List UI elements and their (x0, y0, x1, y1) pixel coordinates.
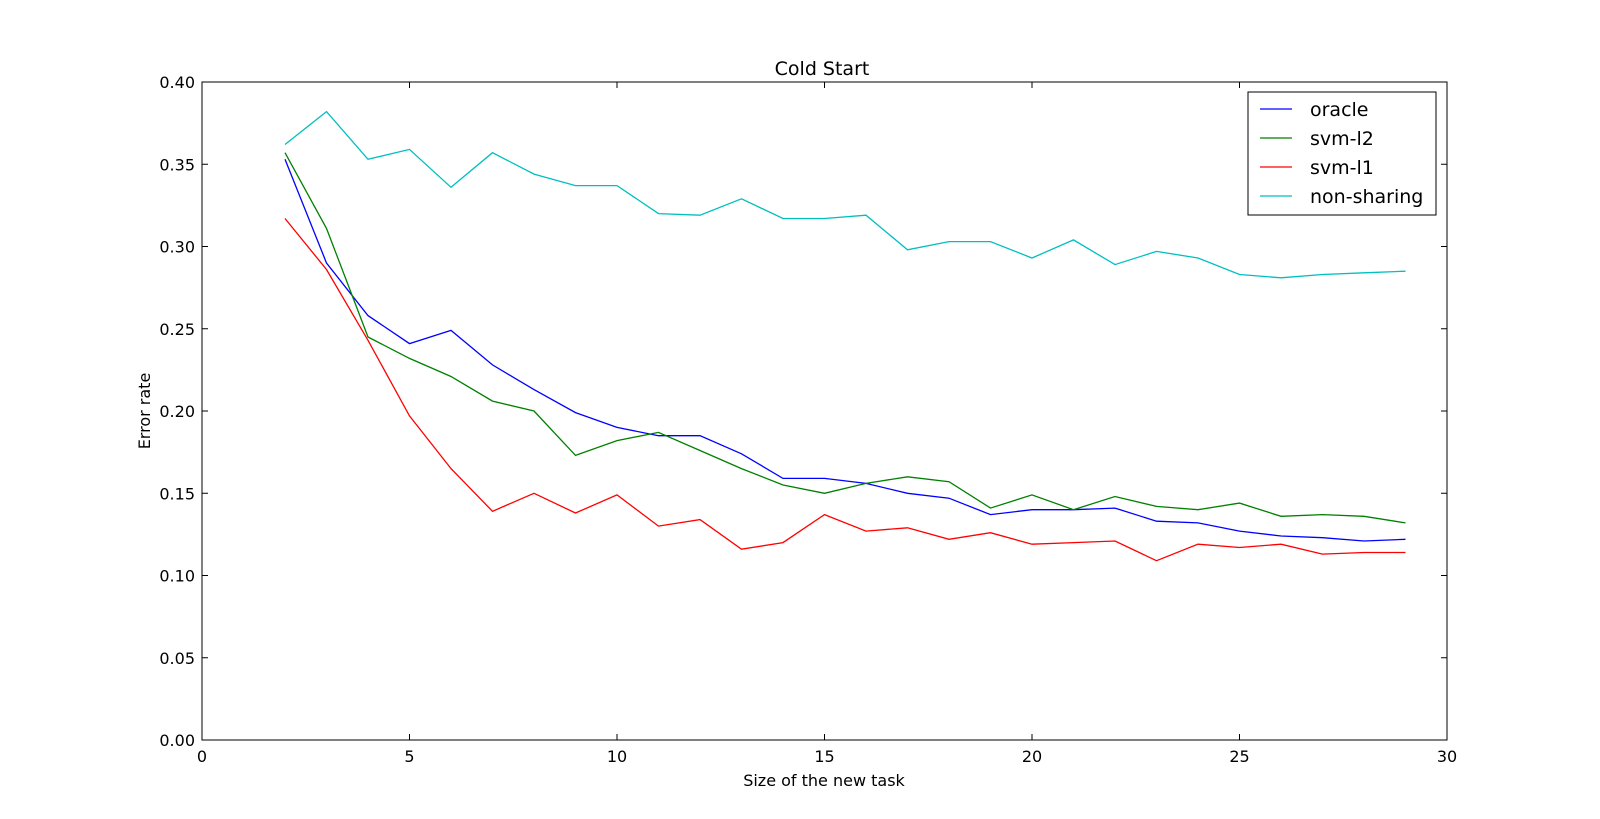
legend-box (1247, 91, 1437, 216)
legend: oracle svm-l2 svm-l1 non-sharing (1247, 91, 1437, 216)
x-tick-label: 20 (1022, 747, 1042, 766)
chart-title: Cold Start (775, 58, 870, 80)
series-line-svm-l2 (284, 152, 1406, 524)
legend-label: svm-l1 (1310, 157, 1374, 179)
y-tick-label: 0.35 (159, 155, 195, 174)
x-tick-label: 0 (197, 747, 207, 766)
legend-label: svm-l2 (1310, 128, 1374, 150)
y-tick-label: 0.05 (159, 649, 195, 668)
series-line-svm-l1 (284, 218, 1406, 562)
y-tick-label: 0.00 (159, 731, 195, 750)
series-line-oracle (284, 159, 1406, 542)
legend-label: oracle (1310, 99, 1369, 121)
series-line-non-sharing (284, 110, 1406, 279)
y-tick-label: 0.10 (159, 567, 195, 586)
y-tick-label: 0.25 (159, 320, 195, 339)
x-tick-label: 25 (1229, 747, 1249, 766)
legend-label: non-sharing (1310, 186, 1423, 208)
y-tick-label: 0.15 (159, 484, 195, 503)
x-tick-label: 15 (814, 747, 834, 766)
x-tick-label: 30 (1437, 747, 1457, 766)
x-tick-label: 5 (404, 747, 414, 766)
axis-ticks: 0 5 10 15 20 25 30 0.00 0.05 0.10 0.15 0.20 0.25 0.30… (159, 73, 1457, 766)
y-tick-label: 0.40 (159, 73, 195, 92)
x-tick-label: 10 (607, 747, 627, 766)
y-tick-label: 0.30 (159, 238, 195, 257)
y-axis-label: Error rate (135, 373, 154, 450)
y-tick-label: 0.20 (159, 402, 195, 421)
series-layer (284, 110, 1406, 562)
x-axis-label: Size of the new task (743, 771, 905, 790)
